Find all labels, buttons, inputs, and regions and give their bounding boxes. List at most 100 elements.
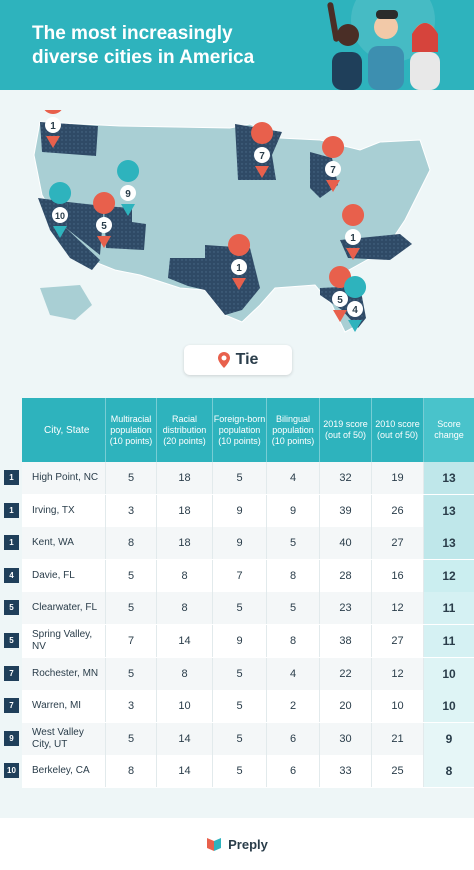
title-line-1: The most increasingly: [32, 23, 233, 44]
svg-text:1: 1: [50, 121, 56, 132]
us-map: 1 7 7 9 10 5 1 1 5 4: [33, 110, 431, 333]
cell-racial: 18: [157, 527, 213, 560]
cell-bilingual: 8: [267, 625, 320, 657]
table-row: 7 Rochester, MN 5 8 5 4 22 12 10: [2, 657, 474, 690]
map-pin-rochester-mn: 7: [251, 122, 274, 178]
table-row: 1 High Point, NC 5 18 5 4 32 19 13: [2, 462, 474, 494]
footer: Preply: [0, 818, 474, 870]
cell-score-2019: 32: [320, 462, 372, 494]
header-multiracial: Multiracial population (10 points): [106, 398, 157, 462]
map-pin-warren-mi: 7: [322, 136, 345, 192]
cell-multiracial: 5: [106, 657, 157, 690]
cell-score-change: 13: [424, 462, 474, 494]
page-title: The most increasingly diverse cities in …: [32, 22, 312, 70]
svg-text:10: 10: [55, 211, 65, 221]
rank-badge: 7: [4, 698, 19, 714]
cell-score-2010: 27: [372, 527, 424, 560]
table-row: 10 Berkeley, CA 8 14 5 6 33 25 8: [2, 755, 474, 788]
cell-foreign: 5: [213, 722, 267, 755]
rank-badge: 5: [4, 633, 19, 648]
rankings-table: City, State Multiracial population (10 p…: [2, 398, 474, 788]
cell-racial: 18: [157, 494, 213, 527]
cell-score-2019: 33: [320, 755, 372, 788]
map-pin-icon: [217, 352, 230, 368]
cell-city: Rochester, MN: [22, 657, 106, 690]
cell-bilingual: 5: [267, 527, 320, 560]
cell-bilingual: 5: [267, 592, 320, 625]
table-row: 5 Clearwater, FL 5 8 5 5 23 12 11: [2, 592, 474, 625]
table-header: City, State Multiracial population (10 p…: [22, 398, 474, 462]
people-illustration: [327, 0, 440, 90]
cell-bilingual: 9: [267, 494, 320, 527]
cell-bilingual: 2: [267, 690, 320, 723]
cell-score-2019: 39: [320, 494, 372, 527]
svg-text:7: 7: [330, 165, 336, 176]
cell-multiracial: 5: [106, 559, 157, 592]
header-score-change: Score change: [424, 398, 474, 462]
rank-badge: 10: [4, 763, 19, 779]
cell-multiracial: 7: [106, 625, 157, 657]
cell-racial: 8: [157, 559, 213, 592]
rank-badge: 4: [4, 567, 19, 583]
cell-multiracial: 3: [106, 690, 157, 723]
cell-racial: 10: [157, 690, 213, 723]
header-bilingual: Bilingual population (10 points): [267, 398, 320, 462]
cell-foreign: 5: [213, 755, 267, 788]
map-pin-high-point-nc: 1: [342, 204, 365, 260]
header-foreign: Foreign-born population (10 points): [213, 398, 267, 462]
cell-score-2010: 16: [372, 559, 424, 592]
map-pin-davie-fl: 4: [344, 276, 367, 332]
map-pin-kent-wa: 1: [44, 110, 62, 148]
map-pin-clearwater-fl: 5: [329, 266, 352, 322]
cell-score-change: 13: [424, 494, 474, 527]
header-banner: The most increasingly diverse cities in …: [0, 0, 474, 90]
cell-score-change: 13: [424, 527, 474, 560]
header-racial: Racial distribution (20 points): [157, 398, 213, 462]
rank-badge: 5: [4, 600, 19, 616]
cell-score-2019: 30: [320, 722, 372, 755]
preply-logo-icon: [207, 838, 222, 851]
cell-score-change: 11: [424, 625, 474, 657]
cell-score-2010: 19: [372, 462, 424, 494]
cell-score-change: 10: [424, 657, 474, 690]
table-row: 4 Davie, FL 5 8 7 8 28 16 12: [2, 559, 474, 592]
header-score-2010: 2010 score (out of 50): [372, 398, 424, 462]
cell-multiracial: 5: [106, 462, 157, 494]
svg-text:9: 9: [125, 189, 131, 200]
cell-multiracial: 5: [106, 722, 157, 755]
cell-foreign: 5: [213, 462, 267, 494]
rank-badge: 1: [4, 470, 19, 485]
cell-score-2019: 20: [320, 690, 372, 723]
rank-badge: 9: [4, 730, 19, 746]
cell-city: Kent, WA: [22, 527, 106, 560]
cell-score-change: 11: [424, 592, 474, 625]
cell-racial: 14: [157, 722, 213, 755]
cell-racial: 8: [157, 657, 213, 690]
svg-text:1: 1: [236, 263, 242, 274]
cell-racial: 18: [157, 462, 213, 494]
cell-city: Berkeley, CA: [22, 755, 106, 788]
table-row: 7 Warren, MI 3 10 5 2 20 10 10: [2, 690, 474, 723]
map-pin-west-valley-city-ut: 9: [117, 160, 140, 216]
map-pin-spring-valley-nv: 5: [93, 192, 116, 248]
cell-multiracial: 8: [106, 527, 157, 560]
cell-racial: 8: [157, 592, 213, 625]
tie-label: Tie: [235, 351, 259, 368]
svg-text:7: 7: [259, 151, 265, 162]
cell-score-2019: 22: [320, 657, 372, 690]
cell-foreign: 5: [213, 690, 267, 723]
table-row: 9 West Valley City, UT 5 14 5 6 30 21 9: [2, 722, 474, 755]
header-city: City, State: [22, 398, 106, 462]
cell-bilingual: 4: [267, 462, 320, 494]
cell-multiracial: 5: [106, 592, 157, 625]
svg-text:5: 5: [101, 221, 107, 232]
svg-text:1: 1: [350, 233, 356, 244]
cell-bilingual: 6: [267, 755, 320, 788]
cell-multiracial: 8: [106, 755, 157, 788]
cell-score-2010: 21: [372, 722, 424, 755]
cell-score-2010: 27: [372, 625, 424, 657]
state-nevada: [66, 202, 104, 255]
rank-badge: 1: [4, 535, 19, 551]
cell-foreign: 9: [213, 494, 267, 527]
cell-score-2019: 40: [320, 527, 372, 560]
